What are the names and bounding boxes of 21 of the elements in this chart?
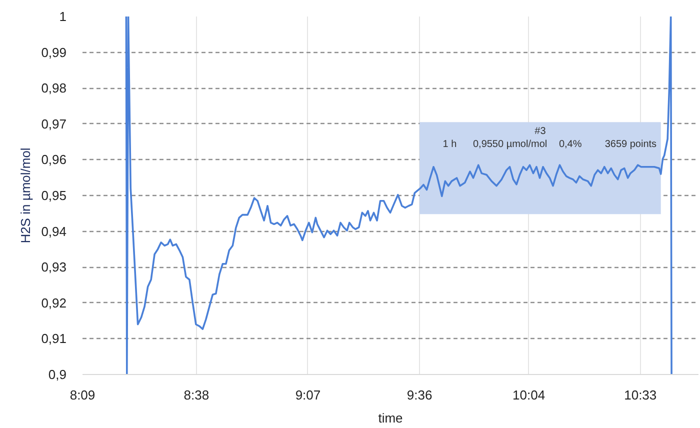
line-series — [125, 16, 672, 374]
y-tick-label: 0,99 — [41, 44, 67, 60]
y-tick-label: 0,98 — [41, 80, 67, 96]
text: #3 1 h 0,9550 µmol/mol 0,4% 3659 points — [442, 126, 657, 150]
y-tick-label: 0,91 — [41, 331, 67, 346]
y-tick-label: 0,93 — [41, 260, 67, 275]
y-tick-label: 0,92 — [41, 295, 67, 310]
x-tick-label: 10:33 — [624, 388, 657, 402]
x-tick-label: 8:38 — [184, 388, 210, 402]
x-tick-label: 9:36 — [406, 388, 432, 402]
y-tick-label: 0,97 — [41, 116, 67, 132]
y-tick-label: 1 — [59, 9, 67, 24]
y-axis-title: H2S in µmol/mol — [18, 148, 34, 244]
x-tick-label: 9:07 — [295, 388, 321, 402]
x-axis-title: time — [378, 410, 403, 426]
y-tick-label: 0,94 — [41, 224, 67, 239]
y-tick-label: 0,95 — [41, 188, 67, 203]
y-tick-label: 0,96 — [41, 152, 67, 168]
x-tick-label: 10:04 — [512, 388, 546, 402]
y-tick-label: 0,9 — [48, 367, 67, 382]
x-tick-label: 8:09 — [70, 388, 96, 402]
